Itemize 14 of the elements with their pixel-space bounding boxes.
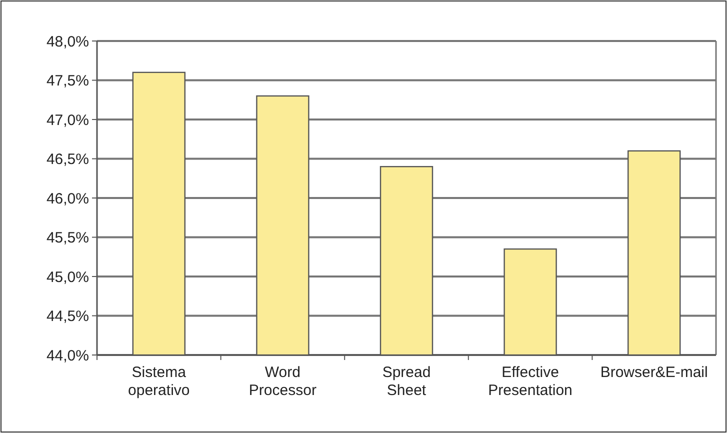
y-tick-label: 46,5% [46,151,89,168]
y-tick-label: 46,0% [46,190,89,208]
x-tick-label: Spread Sheet [382,364,431,399]
y-tick-label: 45,5% [46,230,89,246]
y-tick-label: 44,5% [46,308,89,325]
x-tick-label: Sistema operativo [128,364,190,399]
x-tick-label: Word Processor [248,364,316,399]
x-tick-label: Browser&E-mail [600,364,708,381]
y-tick-label: 44,0% [46,347,89,364]
y-tick-label: 47,5% [46,72,89,90]
y-tick-label: 45,0% [46,268,89,286]
y-tick-label: 47,0% [46,112,89,129]
y-tick-label: 48,0% [46,33,89,50]
x-tick-label: Effective Presentation [488,364,572,399]
